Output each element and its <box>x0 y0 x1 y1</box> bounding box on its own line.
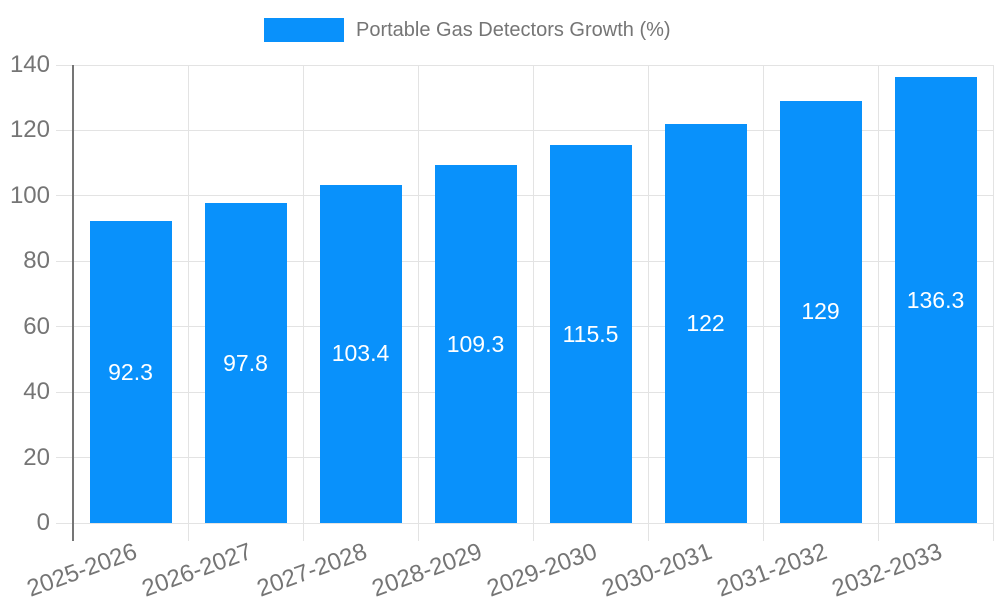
category-gridline <box>532 65 534 541</box>
y-gridline <box>56 260 993 262</box>
bar-value-label: 97.8 <box>223 349 268 376</box>
bar-value-label: 122 <box>686 309 725 336</box>
bar: 103.4 <box>319 184 402 523</box>
bar-value-label: 92.3 <box>108 358 153 385</box>
bar-value-label: 136.3 <box>906 286 965 313</box>
y-gridline <box>56 326 993 328</box>
y-gridline <box>56 195 993 197</box>
bar: 115.5 <box>549 145 632 523</box>
bar-value-label: 115.5 <box>562 320 619 347</box>
bar: 97.8 <box>204 203 287 523</box>
bar-value-label: 103.4 <box>331 340 390 367</box>
y-axis-tick-label: 20 <box>23 443 50 471</box>
y-axis-tick-label: 60 <box>23 312 50 340</box>
category-gridline <box>302 65 304 541</box>
y-axis-tick-label: 100 <box>9 181 50 209</box>
bar: 136.3 <box>894 77 977 523</box>
bar: 92.3 <box>89 221 172 523</box>
bar-value-label: 109.3 <box>446 330 505 357</box>
legend-swatch-icon <box>264 18 344 42</box>
y-axis-tick-label: 120 <box>9 116 50 144</box>
y-gridline <box>56 129 993 131</box>
y-axis-tick-label: 80 <box>23 247 50 275</box>
category-gridline <box>992 65 994 541</box>
y-axis-tick-label: 40 <box>23 378 50 406</box>
y-gridline <box>56 64 993 66</box>
y-axis-tick-label: 140 <box>9 51 50 78</box>
y-gridline <box>56 391 993 393</box>
bar: 129 <box>779 100 862 523</box>
category-gridline <box>762 65 764 541</box>
bar: 122 <box>664 123 747 523</box>
legend-label: Portable Gas Detectors Growth (%) <box>356 19 671 41</box>
legend-item[interactable]: Portable Gas Detectors Growth (%) <box>264 18 671 42</box>
category-gridline <box>877 65 879 541</box>
category-gridline <box>187 65 189 541</box>
bar-value-label: 129 <box>801 298 840 325</box>
y-axis-line <box>72 65 74 541</box>
y-gridline <box>56 457 993 459</box>
category-gridline <box>417 65 419 541</box>
bar: 109.3 <box>434 165 517 523</box>
category-gridline <box>647 65 649 541</box>
y-axis-tick-label: 0 <box>36 509 50 536</box>
y-gridline <box>56 522 993 524</box>
